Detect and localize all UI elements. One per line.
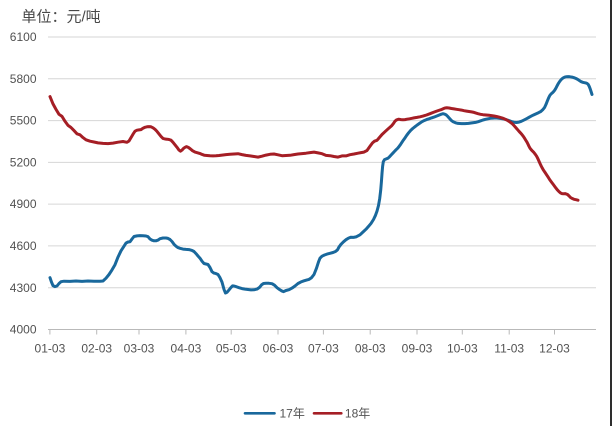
svg-text:06-03: 06-03 [263, 342, 294, 356]
svg-text:18年: 18年 [345, 407, 370, 421]
svg-text:17年: 17年 [280, 407, 305, 421]
svg-text:6100: 6100 [10, 30, 37, 44]
svg-text:10-03: 10-03 [447, 342, 478, 356]
svg-text:4300: 4300 [10, 281, 37, 295]
svg-text:4900: 4900 [10, 197, 37, 211]
svg-text:12-03: 12-03 [539, 342, 570, 356]
svg-text:03-03: 03-03 [124, 342, 155, 356]
svg-text:4600: 4600 [10, 239, 37, 253]
svg-text:04-03: 04-03 [171, 342, 202, 356]
svg-text:08-03: 08-03 [355, 342, 386, 356]
svg-text:05-03: 05-03 [216, 342, 247, 356]
svg-text:单位：元/吨: 单位：元/吨 [22, 8, 101, 25]
svg-text:5500: 5500 [10, 114, 37, 128]
svg-text:01-03: 01-03 [35, 342, 66, 356]
svg-text:5200: 5200 [10, 156, 37, 170]
svg-text:07-03: 07-03 [308, 342, 339, 356]
svg-text:11-03: 11-03 [494, 342, 524, 356]
svg-text:4000: 4000 [10, 323, 37, 337]
svg-text:09-03: 09-03 [402, 342, 433, 356]
svg-text:02-03: 02-03 [81, 342, 112, 356]
svg-text:5800: 5800 [10, 72, 37, 86]
